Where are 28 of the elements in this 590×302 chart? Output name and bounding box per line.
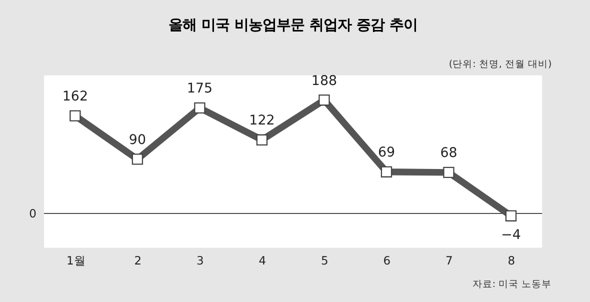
chart-title: 올해 미국 비농업부문 취업자 증감 추이 — [168, 17, 418, 34]
data-label: 175 — [186, 82, 212, 97]
point — [443, 166, 454, 178]
x-tick-label: 2 — [134, 254, 142, 268]
data-label: 90 — [128, 132, 146, 148]
x-tick-label: 3 — [196, 254, 204, 268]
text: 자료: 미국 노동부 — [472, 279, 552, 290]
data-label: 162 — [62, 89, 88, 104]
point — [256, 134, 268, 146]
data-label: 69 — [378, 146, 395, 161]
chart-subtitle: (단위: 천명, 전월 대비) — [448, 58, 552, 70]
point — [318, 94, 330, 106]
data-label: 68 — [440, 146, 458, 162]
point — [70, 110, 81, 122]
point — [132, 154, 144, 165]
x-tick-label: 6 — [383, 254, 391, 268]
point — [380, 166, 392, 178]
ref-line-label: 0 — [29, 206, 36, 220]
data-label: −4 — [501, 228, 521, 243]
data-label: 188 — [311, 74, 337, 89]
data-label: 122 — [249, 114, 275, 129]
point — [194, 102, 206, 114]
x-tick-label: 7 — [446, 254, 453, 268]
x-tick-label: 1월 — [66, 254, 85, 268]
x-tick-label: 8 — [508, 254, 516, 268]
x-tick-label: 5 — [321, 254, 328, 268]
point — [505, 210, 517, 222]
x-tick-label: 4 — [258, 254, 266, 268]
